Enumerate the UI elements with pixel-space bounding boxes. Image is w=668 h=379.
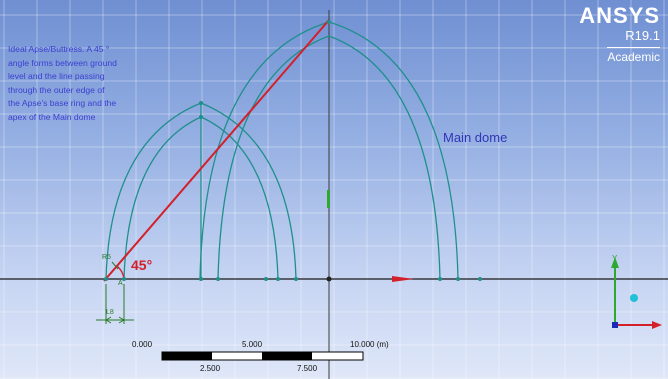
angle-marker-label[interactable]: A <box>118 280 123 287</box>
main-dome-inner-arc <box>217 35 441 280</box>
dimension-label[interactable]: L8 <box>106 309 114 316</box>
ground-point <box>104 277 108 281</box>
ground-point <box>478 277 482 281</box>
construction-line-45 <box>103 19 330 282</box>
scale-label: 2.500 <box>200 364 221 373</box>
design-note-line: Ideal Apse/Buttress. A 45 ° <box>8 44 110 54</box>
dimension-l8 <box>96 284 134 324</box>
angle-45-label: 45° <box>131 257 153 273</box>
design-note-line: level and the line passing <box>8 71 105 81</box>
scale-label: 5.000 <box>242 340 263 349</box>
main-dome-label: Main dome <box>443 130 508 145</box>
scale-label: 0.000 <box>132 340 153 349</box>
ground-point <box>456 277 460 281</box>
design-note: Ideal Apse/Buttress. A 45 ° angle forms … <box>8 43 188 124</box>
origin-point <box>326 276 332 282</box>
ground-point <box>294 277 298 281</box>
horizontal-axis-marker <box>392 276 414 282</box>
ansys-logo: ANSYS R19.1 Academic <box>579 4 660 66</box>
scale-label: 10.000 (m) <box>350 340 389 349</box>
design-note-line: apex of the Main dome <box>8 111 96 122</box>
triad <box>611 257 662 329</box>
apex-point <box>327 20 331 24</box>
ground-points <box>104 20 482 282</box>
ground-point <box>199 277 203 281</box>
radius-marker-line <box>111 261 119 270</box>
scale-label: 7.500 <box>297 364 318 373</box>
radius-marker-label[interactable]: R5 <box>102 254 111 261</box>
apse-apex-point <box>199 101 203 105</box>
ground-point <box>438 277 442 281</box>
triad-y-label: Y <box>612 254 618 263</box>
design-note-line: angle forms between ground <box>8 57 117 68</box>
ground-point <box>122 277 126 281</box>
ground-point <box>264 277 268 281</box>
vertical-axis-marker <box>327 190 330 208</box>
ground-point <box>216 277 220 281</box>
brand-name: ANSYS <box>579 3 660 28</box>
brand-edition: Academic <box>607 47 660 65</box>
angle-arc <box>116 265 125 280</box>
ground-point <box>276 277 280 281</box>
scale-bar <box>161 351 364 361</box>
design-note-line: the Apse's base ring and the <box>8 98 117 108</box>
brand-version: R19.1 <box>625 28 660 43</box>
apse-apex-inner-point <box>199 115 203 119</box>
design-note-line: through the outer edge of <box>8 84 105 95</box>
